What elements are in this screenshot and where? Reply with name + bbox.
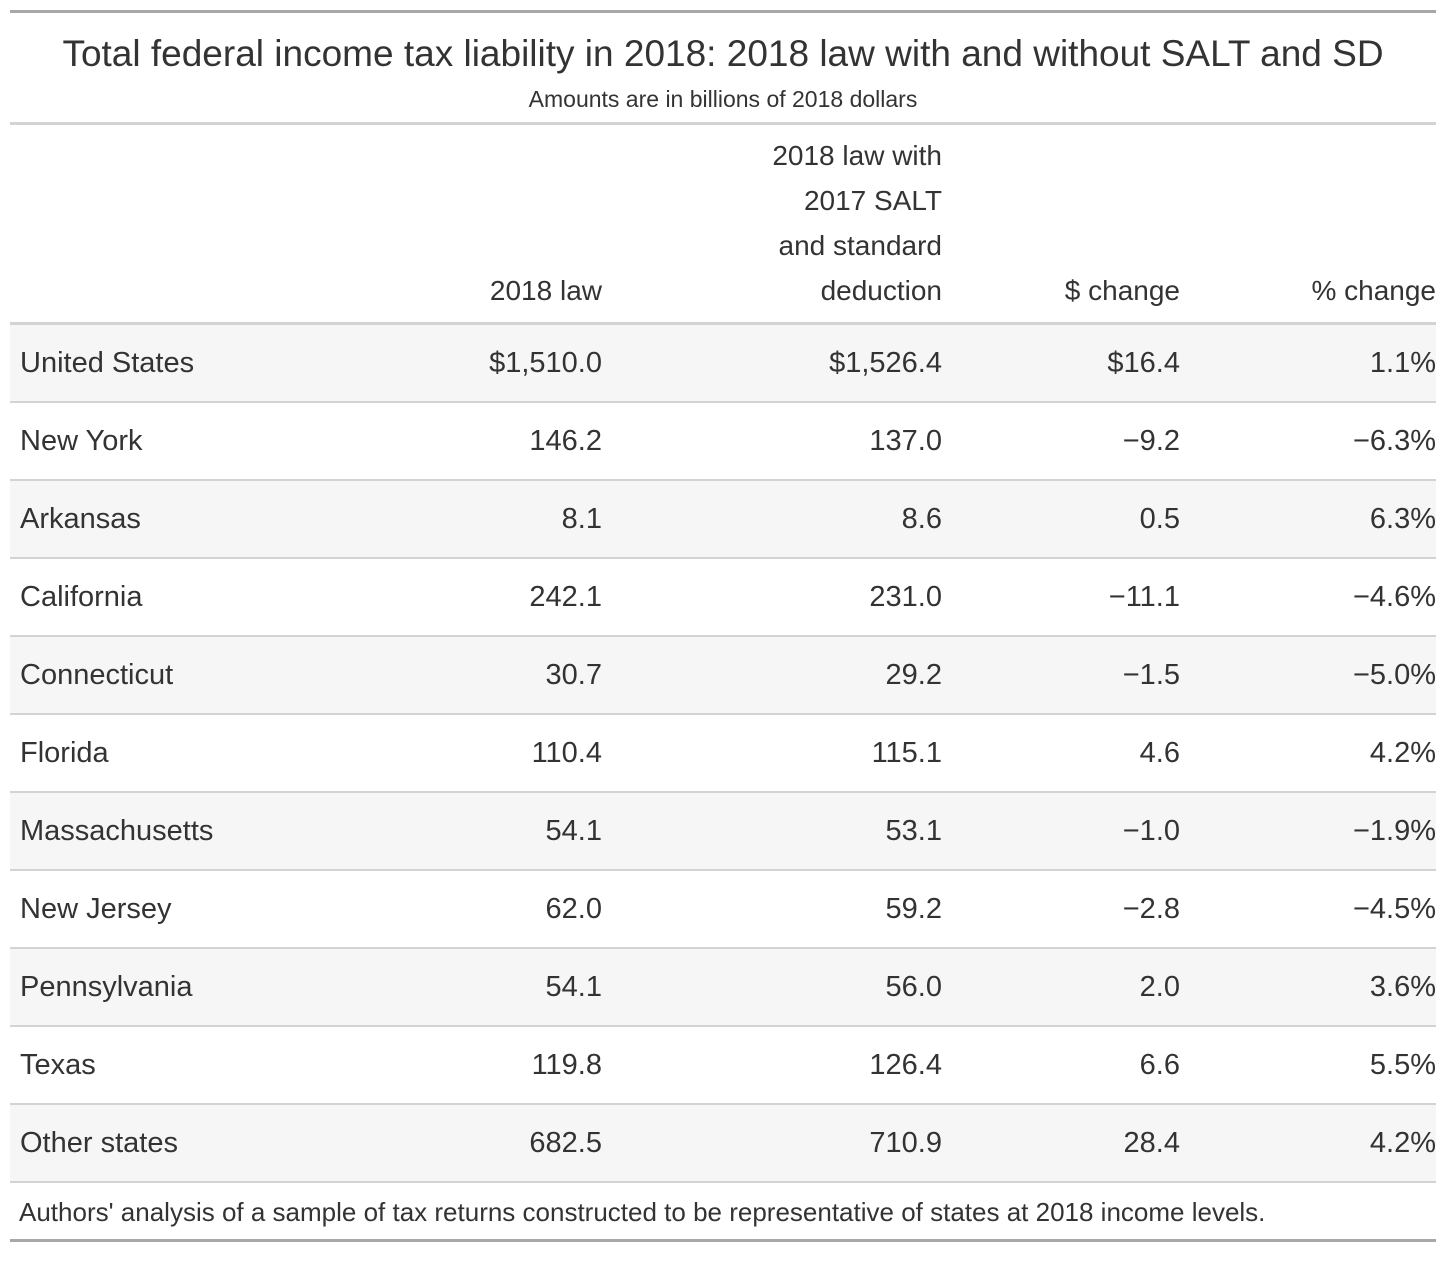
col-2018-law-header: 2018 law <box>290 125 602 325</box>
column-header-line: $ change <box>1064 275 1180 306</box>
cell-2018-law-with-2017-salt: 137.0 <box>602 402 942 481</box>
column-header-line: deduction <box>820 275 942 306</box>
table-row: California 242.1 231.0 −11.1 −4.6% <box>10 558 1436 637</box>
cell-percent-change: 3.6% <box>1180 948 1436 1027</box>
column-header-line: 2017 SALT <box>803 185 942 216</box>
column-header-line: % change <box>1311 275 1436 306</box>
cell-dollar-change: −1.0 <box>942 792 1180 871</box>
row-label: Texas <box>10 1026 290 1105</box>
cell-2018-law-with-2017-salt: $1,526.4 <box>602 323 942 403</box>
cell-2018-law-with-2017-salt: 710.9 <box>602 1104 942 1183</box>
table-title: Total federal income tax liability in 20… <box>62 33 1384 74</box>
cell-2018-law-with-2017-salt: 126.4 <box>602 1026 942 1105</box>
cell-dollar-change: 4.6 <box>942 714 1180 793</box>
row-label: Other states <box>10 1104 290 1183</box>
cell-percent-change: −1.9% <box>1180 792 1436 871</box>
row-label: Massachusetts <box>10 792 290 871</box>
cell-2018-law: 242.1 <box>290 558 602 637</box>
cell-dollar-change: 6.6 <box>942 1026 1180 1105</box>
cell-percent-change: −4.5% <box>1180 870 1436 949</box>
col-2018-law-with-2017-salt-header: 2018 law with 2017 SALT and standard deduct… <box>602 125 942 325</box>
cell-2018-law-with-2017-salt: 231.0 <box>602 558 942 637</box>
cell-2018-law: 62.0 <box>290 870 602 949</box>
table-row: United States $1,510.0 $1,526.4 $16.4 1.1% <box>10 323 1436 403</box>
column-header-line: and standard <box>778 230 942 261</box>
cell-dollar-change: −9.2 <box>942 402 1180 481</box>
row-label: Arkansas <box>10 480 290 559</box>
row-label: Connecticut <box>10 636 290 715</box>
data-table: 2018 law 2018 law with 2017 SALT and standa… <box>10 125 1436 1183</box>
cell-dollar-change: −1.5 <box>942 636 1180 715</box>
source-note: Authors' analysis of a sample of tax ret… <box>19 1197 1266 1227</box>
cell-2018-law: 119.8 <box>290 1026 602 1105</box>
cell-percent-change: 4.2% <box>1180 1104 1436 1183</box>
cell-2018-law-with-2017-salt: 8.6 <box>602 480 942 559</box>
bottom-rule <box>10 1239 1436 1242</box>
header-row: 2018 law 2018 law with 2017 SALT and standa… <box>10 125 1436 325</box>
column-header-line: 2018 law <box>489 275 602 306</box>
cell-dollar-change: −2.8 <box>942 870 1180 949</box>
cell-2018-law: 110.4 <box>290 714 602 793</box>
cell-2018-law-with-2017-salt: 29.2 <box>602 636 942 715</box>
stub-header <box>10 125 290 325</box>
top-rule <box>10 10 1436 13</box>
table-body: United States $1,510.0 $1,526.4 $16.4 1.1% Ne… <box>10 323 1436 1183</box>
cell-dollar-change: 2.0 <box>942 948 1180 1027</box>
cell-percent-change: 6.3% <box>1180 480 1436 559</box>
row-label: Pennsylvania <box>10 948 290 1027</box>
table-row: Texas 119.8 126.4 6.6 5.5% <box>10 1026 1436 1105</box>
cell-percent-change: −4.6% <box>1180 558 1436 637</box>
table-row: Other states 682.5 710.9 28.4 4.2% <box>10 1104 1436 1183</box>
cell-percent-change: −6.3% <box>1180 402 1436 481</box>
column-header-line: 2018 law with <box>772 140 942 171</box>
cell-percent-change: 5.5% <box>1180 1026 1436 1105</box>
cell-2018-law: 146.2 <box>290 402 602 481</box>
cell-percent-change: −5.0% <box>1180 636 1436 715</box>
cell-dollar-change: −11.1 <box>942 558 1180 637</box>
row-label: New York <box>10 402 290 481</box>
table-row: Pennsylvania 54.1 56.0 2.0 3.6% <box>10 948 1436 1027</box>
cell-2018-law-with-2017-salt: 53.1 <box>602 792 942 871</box>
col-dollar-change-header: $ change <box>942 125 1180 325</box>
subtitle-rule <box>10 122 1436 125</box>
cell-dollar-change: $16.4 <box>942 323 1180 403</box>
cell-dollar-change: 0.5 <box>942 480 1180 559</box>
table-row: Massachusetts 54.1 53.1 −1.0 −1.9% <box>10 792 1436 871</box>
table-row: Florida 110.4 115.1 4.6 4.2% <box>10 714 1436 793</box>
cell-2018-law-with-2017-salt: 115.1 <box>602 714 942 793</box>
table-row: Connecticut 30.7 29.2 −1.5 −5.0% <box>10 636 1436 715</box>
cell-2018-law-with-2017-salt: 56.0 <box>602 948 942 1027</box>
table-row: Arkansas 8.1 8.6 0.5 6.3% <box>10 480 1436 559</box>
row-label: New Jersey <box>10 870 290 949</box>
cell-2018-law: 54.1 <box>290 948 602 1027</box>
cell-percent-change: 4.2% <box>1180 714 1436 793</box>
cell-2018-law: 682.5 <box>290 1104 602 1183</box>
table-container: Total federal income tax liability in 20… <box>10 10 1436 1242</box>
row-label: United States <box>10 323 290 403</box>
table-subtitle: Amounts are in billions of 2018 dollars <box>528 86 918 112</box>
cell-2018-law-with-2017-salt: 59.2 <box>602 870 942 949</box>
cell-2018-law: 8.1 <box>290 480 602 559</box>
cell-2018-law: $1,510.0 <box>290 323 602 403</box>
row-label: California <box>10 558 290 637</box>
table-row: New York 146.2 137.0 −9.2 −6.3% <box>10 402 1436 481</box>
col-percent-change-header: % change <box>1180 125 1436 325</box>
cell-2018-law: 54.1 <box>290 792 602 871</box>
cell-percent-change: 1.1% <box>1180 323 1436 403</box>
cell-2018-law: 30.7 <box>290 636 602 715</box>
cell-dollar-change: 28.4 <box>942 1104 1180 1183</box>
row-label: Florida <box>10 714 290 793</box>
table-row: New Jersey 62.0 59.2 −2.8 −4.5% <box>10 870 1436 949</box>
